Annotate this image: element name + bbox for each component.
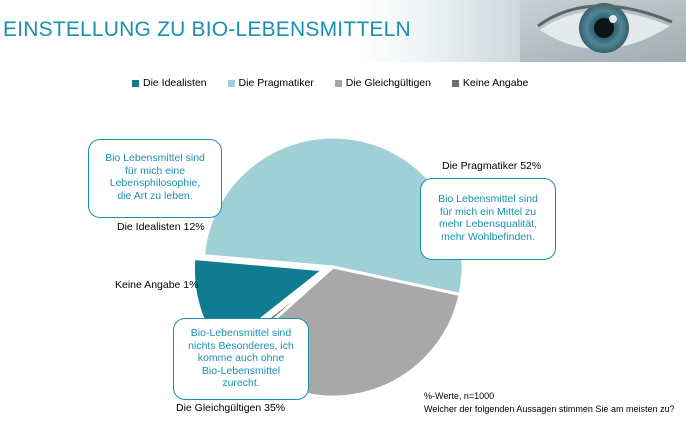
legend-item-idealisten: Die Idealisten <box>132 77 207 89</box>
legend-swatch-gleichgueltigen <box>334 79 342 87</box>
bubble-pragmatiker-line: mehr Lebensqualität, <box>438 218 538 230</box>
bubble-gleichgueltigen-line: nichts Besonderes, ich <box>188 339 294 352</box>
bubble-idealisten-line: die Art zu leben. <box>117 189 193 202</box>
bubble-pragmatiker-line: mehr Wohlbefinden. <box>441 230 535 243</box>
legend-label-gleichgueltigen: Die Gleichgültigen <box>345 77 431 89</box>
slice-label-idealisten: Die Idealisten 12% <box>117 221 205 233</box>
header: EINSTELLUNG ZU BIO-LEBENSMITTELN <box>0 0 686 62</box>
bubble-idealisten: Bio Lebensmittel sind für mich eine Lebe… <box>88 139 222 218</box>
legend-item-pragmatiker: Die Pragmatiker <box>227 77 314 89</box>
legend-label-idealisten: Die Idealisten <box>143 77 207 89</box>
bubble-idealisten-line: Lebensphilosophie, <box>109 177 201 189</box>
slice-label-gleichgueltigen: Die Gleichgültigen 35% <box>176 402 286 414</box>
legend-swatch-keine-angabe <box>451 79 459 87</box>
legend-item-gleichgueltigen: Die Gleichgültigen <box>334 77 431 89</box>
bubble-gleichgueltigen-line: komme auch ohne <box>197 352 285 364</box>
page-title: EINSTELLUNG ZU BIO-LEBENSMITTELN <box>3 18 411 41</box>
legend-item-keine-angabe: Keine Angabe <box>451 77 529 89</box>
bubble-pragmatiker-line: für mich ein Mittel zu <box>439 205 537 218</box>
legend-swatch-idealisten <box>132 79 139 87</box>
legend-label-pragmatiker: Die Pragmatiker <box>238 77 314 89</box>
bubble-idealisten-line: für mich eine <box>124 164 186 177</box>
chart-legend: Die Idealisten Die Pragmatiker Die Gleic… <box>132 77 546 90</box>
bubble-pragmatiker-line: Bio Lebensmittel sind <box>438 193 538 205</box>
bubble-idealisten-line: Bio Lebensmittel sind <box>105 152 205 164</box>
slice-label-pragmatiker: Die Pragmatiker 52% <box>442 160 542 172</box>
slice-label-keine-angabe: Keine Angabe 1% <box>115 279 199 291</box>
bubble-gleichgueltigen-line: zurecht. <box>222 377 260 389</box>
survey-question: Welcher der folgenden Aussagen stimmen S… <box>424 404 675 414</box>
eye-image-icon <box>520 0 686 62</box>
legend-label-keine-angabe: Keine Angabe <box>462 77 529 89</box>
bubble-gleichgueltigen-line: Bio-Lebensmittel <box>201 364 281 377</box>
legend-swatch-pragmatiker <box>227 79 235 87</box>
bubble-pragmatiker: Bio Lebensmittel sind für mich ein Mitte… <box>420 178 556 260</box>
sample-note: %-Werte, n=1000 <box>424 391 495 401</box>
bubble-gleichgueltigen: Bio-Lebensmittel sind nichts Besonderes,… <box>173 318 309 400</box>
bubble-gleichgueltigen-line: Bio-Lebensmittel sind <box>190 327 292 339</box>
